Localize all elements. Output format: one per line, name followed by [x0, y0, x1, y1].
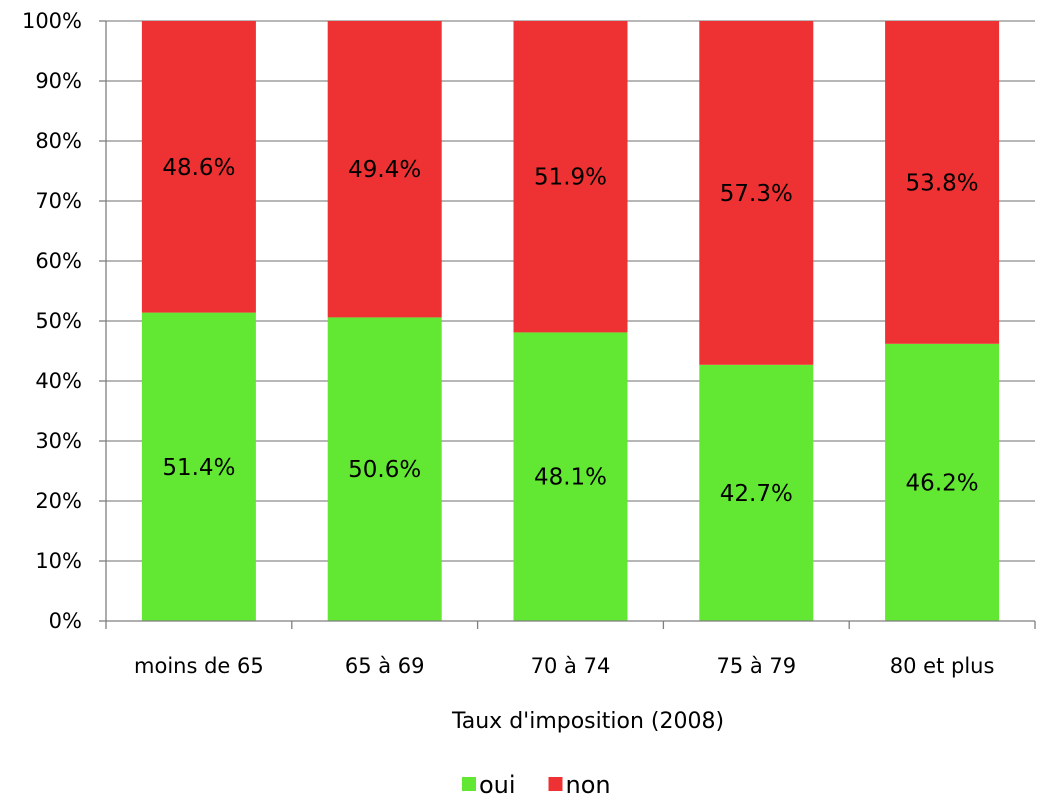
- data-label: 51.9%: [534, 165, 607, 191]
- y-tick-label: 40%: [35, 369, 82, 393]
- data-label: 46.2%: [906, 470, 979, 496]
- legend-swatch-oui: [462, 777, 476, 791]
- legend-label-oui: oui: [479, 771, 516, 799]
- data-label: 53.8%: [906, 170, 979, 196]
- data-label: 50.6%: [348, 457, 421, 483]
- x-tick-label: 70 à 74: [531, 654, 611, 678]
- y-tick-label: 80%: [35, 129, 82, 153]
- data-label: 57.3%: [720, 181, 793, 207]
- y-tick-label: 0%: [49, 609, 82, 633]
- y-tick-label: 50%: [35, 309, 82, 333]
- data-label: 42.7%: [720, 481, 793, 507]
- x-axis-title: Taux d'imposition (2008): [451, 709, 724, 734]
- data-label: 48.6%: [162, 155, 235, 181]
- x-tick-label: 65 à 69: [345, 654, 425, 678]
- y-tick-label: 100%: [22, 9, 82, 33]
- data-label: 49.4%: [348, 157, 421, 183]
- y-tick-label: 70%: [35, 189, 82, 213]
- legend: oui non: [462, 771, 611, 799]
- y-tick-label: 20%: [35, 489, 82, 513]
- data-label: 48.1%: [534, 465, 607, 491]
- y-tick-label: 10%: [35, 549, 82, 573]
- data-label: 51.4%: [162, 455, 235, 481]
- x-tick-label: 75 à 79: [716, 654, 796, 678]
- x-tick-label: 80 et plus: [890, 654, 995, 678]
- y-tick-label: 60%: [35, 249, 82, 273]
- y-tick-label: 90%: [35, 69, 82, 93]
- legend-label-non: non: [566, 771, 611, 799]
- y-tick-label: 30%: [35, 429, 82, 453]
- legend-swatch-non: [549, 777, 563, 791]
- x-tick-label: moins de 65: [134, 654, 264, 678]
